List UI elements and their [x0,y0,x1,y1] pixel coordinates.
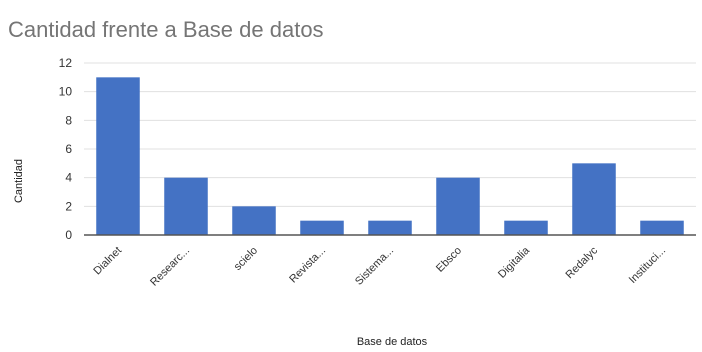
bar [436,177,480,235]
y-axis-ticks: 0 2 4 6 8 10 12 [59,56,73,242]
y-tick-label: 8 [65,113,72,127]
bars [96,77,684,235]
bar [572,163,616,235]
x-tick-label: scielo [232,245,260,273]
y-tick-label: 6 [65,142,72,156]
bar [96,77,140,235]
y-tick-label: 12 [59,56,73,70]
y-tick-label: 0 [65,228,72,242]
bar [640,220,684,235]
bar [164,177,208,235]
x-axis-ticks: Dialnet Researc... scielo Revista... Sistema… [91,244,668,289]
y-tick-label: 2 [65,199,72,213]
bar [368,220,412,235]
bar [232,206,276,235]
x-tick-label: Ebsco [434,245,464,275]
x-tick-label: Redalyc [564,244,601,281]
x-tick-label: Revista... [287,245,328,286]
bar [504,220,548,235]
chart-title: Cantidad frente a Base de datos [8,17,324,42]
y-tick-label: 4 [65,171,72,185]
bar [300,220,344,235]
x-tick-label: Instituci... [627,245,668,286]
y-tick-label: 10 [59,85,73,99]
x-axis-label: Base de datos [357,336,428,348]
x-tick-label: Dialnet [91,245,124,278]
x-tick-label: Researc... [148,245,192,289]
x-tick-label: Digitalia [496,244,533,281]
x-tick-label: Sistema... [353,245,396,288]
y-axis-label: Cantidad [13,159,25,203]
